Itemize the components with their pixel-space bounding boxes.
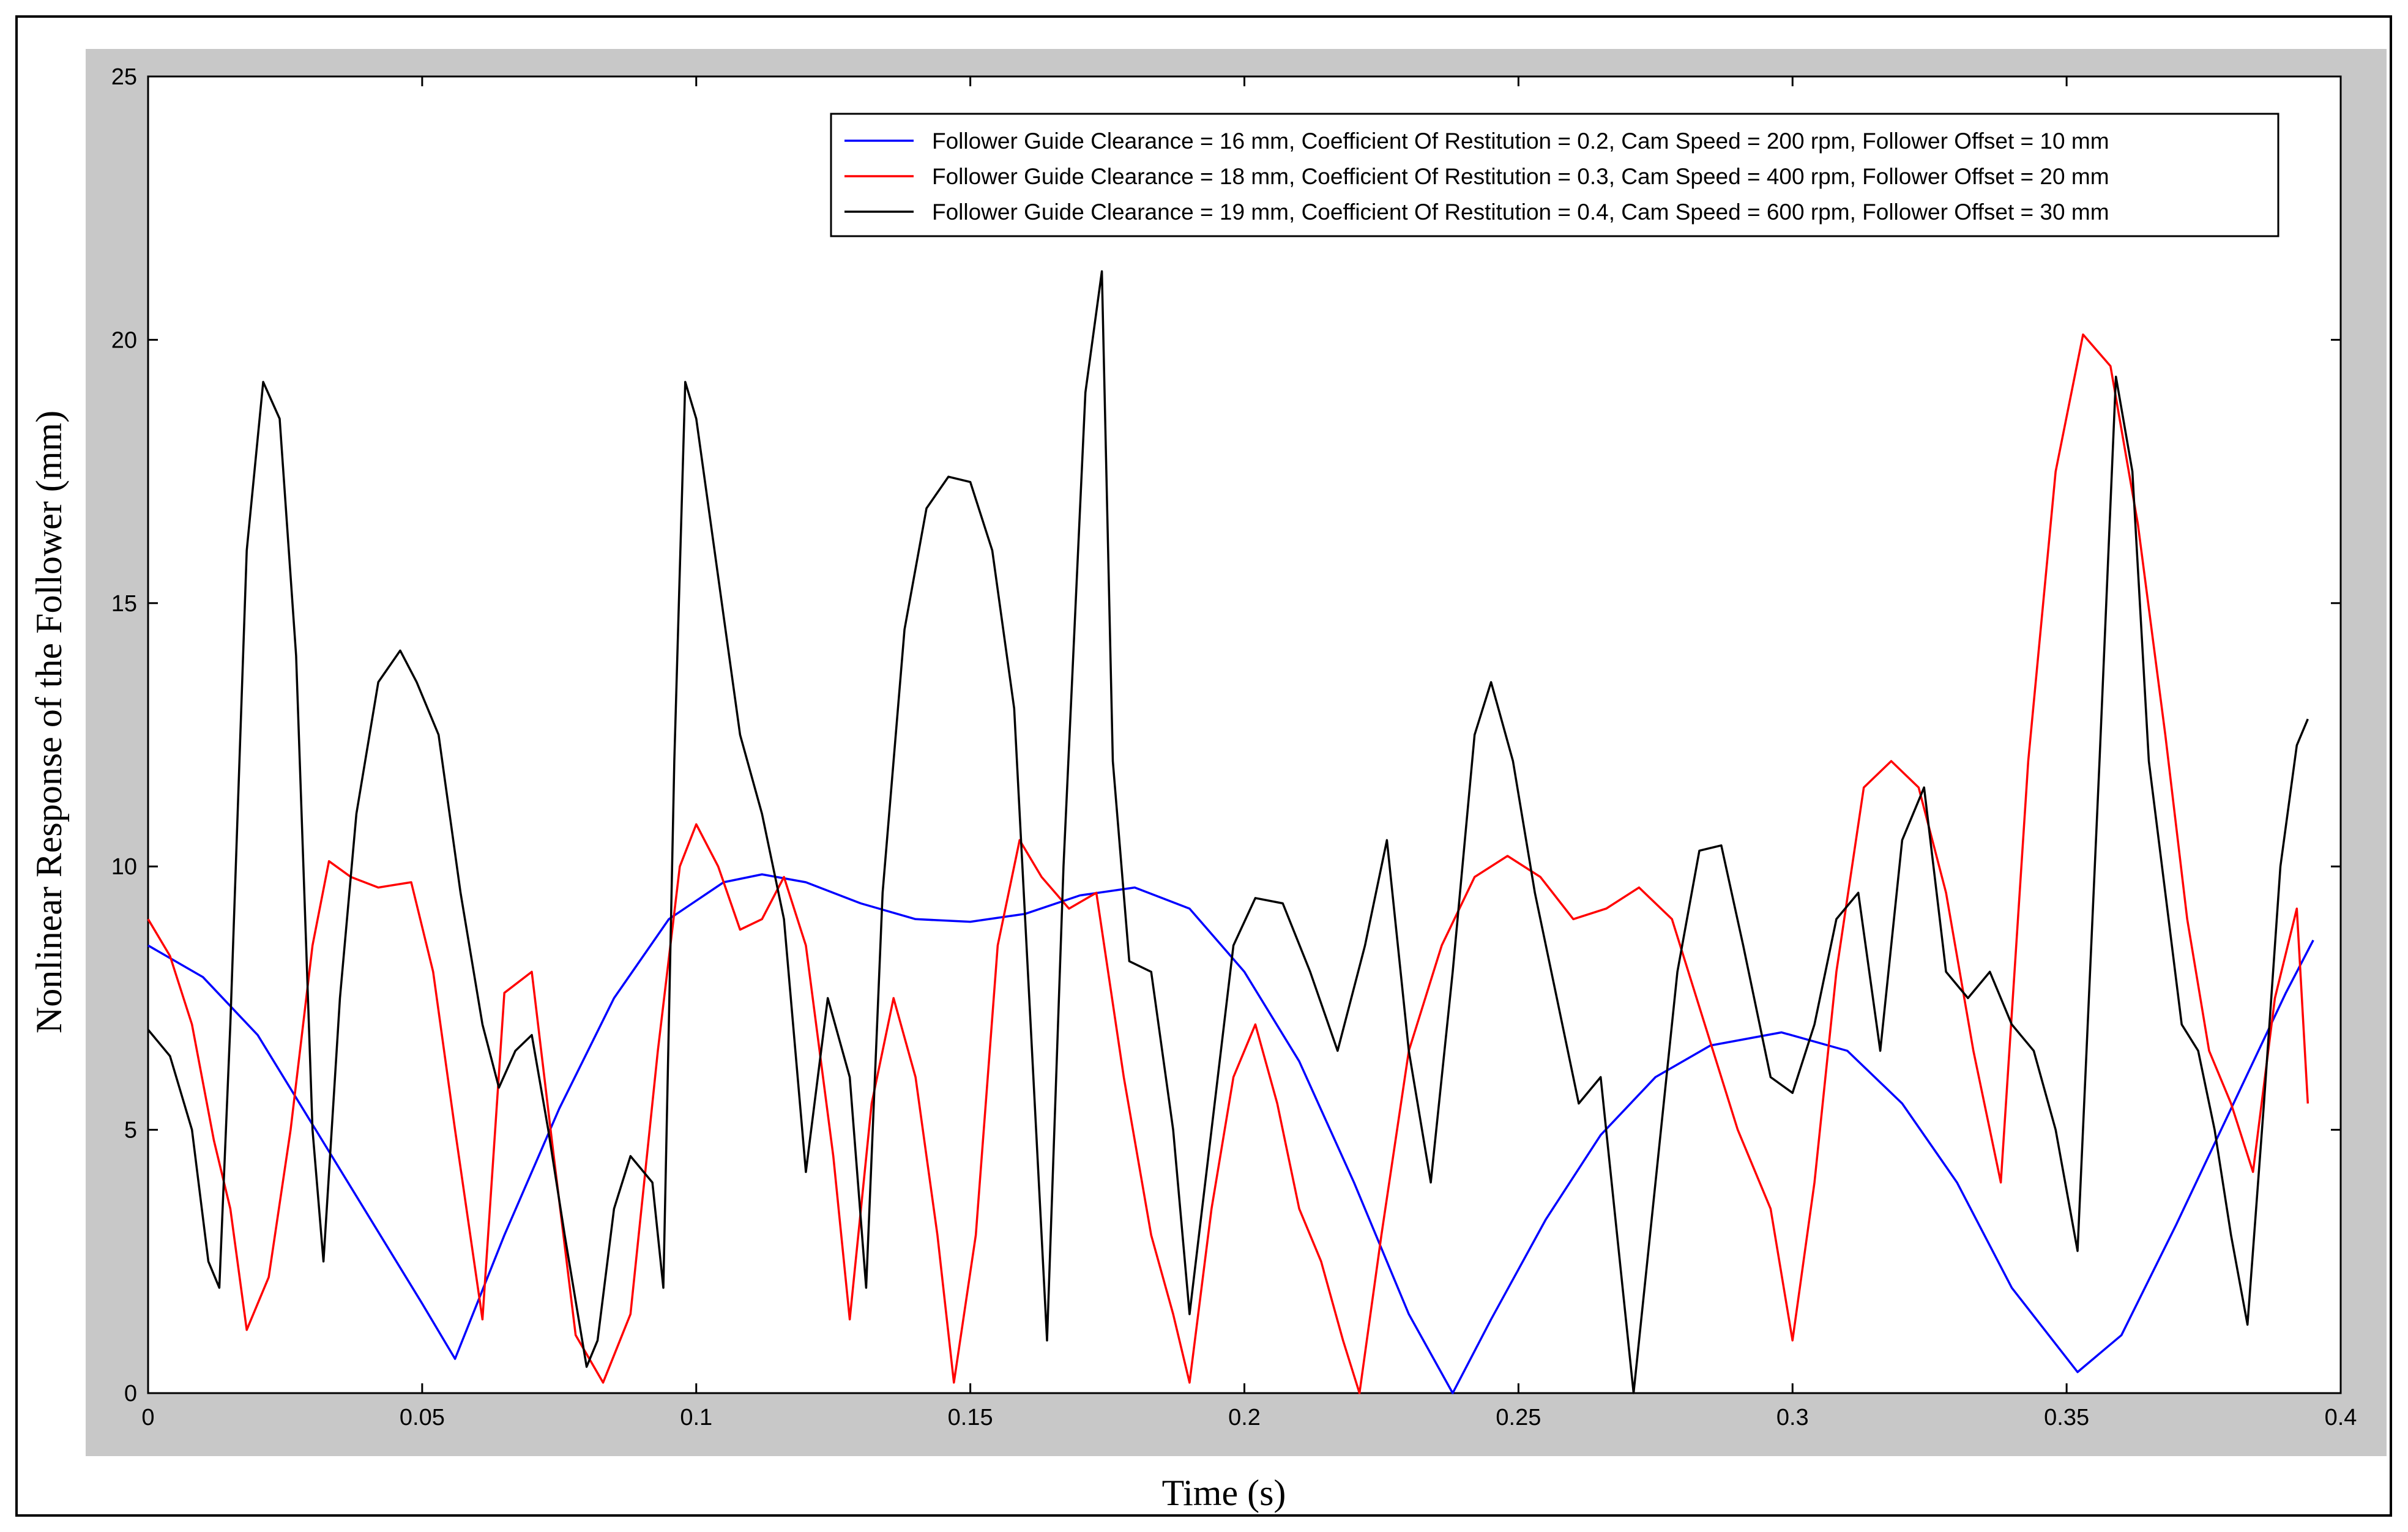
x-tick-label: 0.1: [680, 1405, 712, 1430]
x-tick-label: 0.3: [1776, 1405, 1809, 1430]
y-tick-label: 5: [124, 1118, 137, 1143]
series-line-3: [147, 270, 2309, 1394]
series-line-2: [147, 333, 2309, 1394]
x-tick-label: 0: [141, 1405, 154, 1430]
legend-entry-3: Follower Guide Clearance = 19 mm, Coeffi…: [932, 199, 2109, 225]
y-tick-label: 15: [111, 591, 137, 617]
x-axis-label: Time (s): [1162, 1473, 1286, 1513]
y-tick-label: 20: [111, 327, 137, 353]
legend-entry-1: Follower Guide Clearance = 16 mm, Coeffi…: [932, 128, 2109, 154]
y-tick-label: 0: [124, 1381, 137, 1407]
legend-box: [830, 113, 2279, 237]
y-axis-label: Nonlinear Response of the Follower (mm): [29, 411, 69, 1033]
x-tick-label: 0.05: [400, 1405, 445, 1430]
x-tick-label: 0.2: [1228, 1405, 1261, 1430]
x-tick-label: 0.15: [948, 1405, 993, 1430]
y-tick-label: 25: [111, 64, 137, 90]
x-tick-label: 0.4: [2325, 1405, 2357, 1430]
x-tick-label: 0.25: [1496, 1405, 1541, 1430]
x-tick-label: 0.35: [2044, 1405, 2089, 1430]
series-line-1: [147, 873, 2314, 1394]
y-tick-label: 10: [111, 854, 137, 880]
plot-area: [147, 75, 2342, 1394]
legend-entry-2: Follower Guide Clearance = 18 mm, Coeffi…: [932, 164, 2109, 189]
